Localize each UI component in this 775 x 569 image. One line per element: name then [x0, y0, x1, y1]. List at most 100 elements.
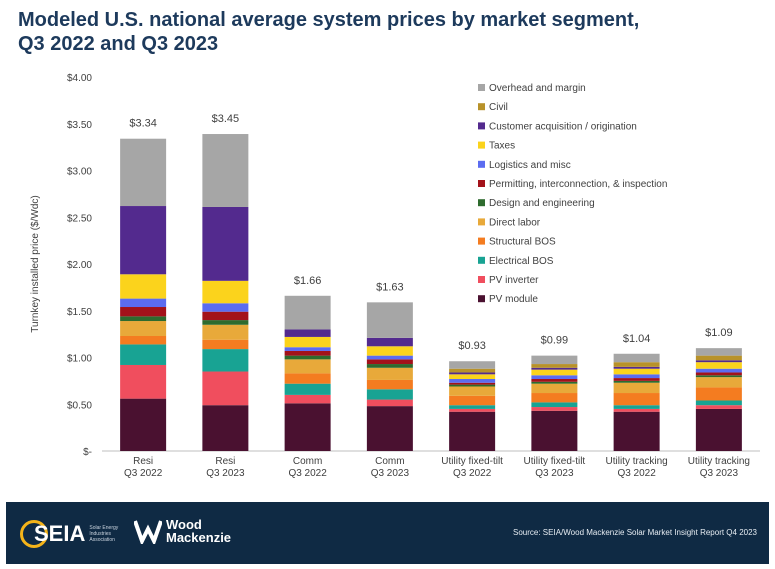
legend-label: PV module: [489, 294, 538, 305]
x-tick-label-period: Q3 2023: [206, 468, 245, 479]
y-tick-label: $3.00: [67, 167, 92, 178]
bar-segment-civil: [695, 355, 742, 361]
bar-segment-permitting-interconnection-inspection: [120, 307, 167, 317]
bar-segment-direct-labor: [695, 377, 742, 388]
bar-segment-design-and-engineering: [531, 381, 578, 384]
bar-segment-pv-inverter: [366, 399, 413, 407]
bar-segment-structural-bos: [695, 387, 742, 401]
bar-segment-permitting-interconnection-inspection: [449, 382, 496, 385]
seia-sun-icon: [20, 520, 48, 548]
legend-swatch: [478, 141, 485, 149]
bar-segment-overhead-and-margin: [202, 134, 249, 207]
stacked-bar-chart: $- $0.50 $1.00 $1.50 $2.00 $2.50 $3.00 $3.50 $4.…: [30, 73, 760, 479]
bar-segment-structural-bos: [120, 335, 167, 345]
total-label: $1.04: [623, 333, 651, 345]
bar-segment-pv-module: [366, 406, 413, 451]
y-tick-label: $2.00: [67, 260, 92, 271]
bar-segment-overhead-and-margin: [613, 353, 660, 363]
y-tick-label: $4.00: [67, 73, 92, 84]
legend-label: Direct labor: [489, 217, 541, 228]
legend-label: PV inverter: [489, 275, 539, 286]
bar-segment-direct-labor: [284, 359, 331, 374]
x-tick-label-period: Q3 2023: [700, 468, 739, 479]
bar-segment-permitting-interconnection-inspection: [366, 359, 413, 365]
bar-segment-pv-inverter: [449, 408, 496, 412]
bar-segment-customer-acquisition-origination: [531, 367, 578, 370]
legend-swatch: [478, 199, 485, 207]
bar-segment-design-and-engineering: [120, 316, 167, 322]
wood-mackenzie-logo: Wood Mackenzie: [134, 518, 231, 544]
bar-segment-civil: [531, 364, 578, 368]
bar-segment-electrical-bos: [449, 405, 496, 409]
bar-segment-customer-acquisition-origination: [695, 360, 742, 363]
total-label: $1.09: [705, 327, 733, 339]
seia-logo-subtext: Solar Energy Industries Association: [89, 525, 119, 543]
bar-segment-structural-bos: [284, 373, 331, 384]
x-tick-label-segment: Utility fixed-tilt: [441, 456, 503, 467]
source-note: Source: SEIA/Wood Mackenzie Solar Market…: [513, 528, 757, 537]
bar-segment-structural-bos: [202, 339, 249, 350]
bar-segment-taxes: [613, 368, 660, 375]
bar-segment-permitting-interconnection-inspection: [202, 311, 249, 321]
bar-segment-customer-acquisition-origination: [366, 337, 413, 347]
wood-mackenzie-line-1: Wood: [166, 517, 202, 532]
bar-segment-taxes: [202, 280, 249, 304]
bar-segment-permitting-interconnection-inspection: [531, 379, 578, 382]
legend-label: Permitting, interconnection, & inspectio…: [489, 179, 667, 190]
bar-segment-pv-module: [202, 405, 249, 451]
y-tick-label: $3.50: [67, 120, 92, 131]
legend-swatch: [478, 218, 485, 226]
bar-segment-pv-inverter: [284, 394, 331, 404]
bar-segment-design-and-engineering: [366, 364, 413, 368]
bar-segment-direct-labor: [531, 383, 578, 394]
bar-segment-taxes: [366, 346, 413, 356]
bar-segment-permitting-interconnection-inspection: [613, 378, 660, 381]
bar-segment-taxes: [449, 374, 496, 380]
wood-mackenzie-line-2: Mackenzie: [166, 530, 232, 545]
x-tick-label-segment: Resi: [215, 456, 235, 467]
chart-title-line-2: Q3 2022 and Q3 2023: [18, 33, 219, 55]
legend-swatch: [478, 237, 485, 245]
total-label: $0.99: [541, 335, 569, 347]
legend-swatch: [478, 122, 485, 130]
legend-swatch: [478, 256, 485, 264]
bar-segment-structural-bos: [531, 393, 578, 403]
bar-segment-design-and-engineering: [695, 375, 742, 378]
legend-label: Customer acquisition / origination: [489, 121, 637, 132]
bar-segment-electrical-bos: [366, 389, 413, 400]
bar-segment-logistics-and-misc: [613, 374, 660, 379]
bar-segment-direct-labor: [366, 367, 413, 380]
bar-segment-permitting-interconnection-inspection: [695, 372, 742, 376]
legend-label: Electrical BOS: [489, 256, 554, 267]
bar-segment-logistics-and-misc: [202, 303, 249, 312]
bar-segment-customer-acquisition-origination: [613, 366, 660, 369]
bar-segment-taxes: [695, 362, 742, 369]
total-label: $1.66: [294, 275, 322, 287]
bar-segment-direct-labor: [120, 321, 167, 336]
bar-segment-pv-module: [695, 408, 742, 451]
bar-segment-electrical-bos: [120, 344, 167, 365]
bar-segment-customer-acquisition-origination: [202, 206, 249, 281]
total-label: $1.63: [376, 281, 404, 293]
legend-swatch: [478, 160, 485, 168]
bar-segment-pv-module: [531, 410, 578, 451]
bar-segment-taxes: [120, 274, 167, 299]
x-tick-label-segment: Utility tracking: [688, 456, 750, 467]
bar-segment-overhead-and-margin: [449, 361, 496, 369]
bar-segment-direct-labor: [449, 386, 496, 396]
bar-segment-customer-acquisition-origination: [284, 329, 331, 337]
bar-segment-pv-inverter: [202, 371, 249, 406]
legend-label: Taxes: [489, 141, 515, 152]
legend-swatch: [478, 295, 485, 303]
bar-segment-logistics-and-misc: [120, 298, 167, 308]
bar-segment-permitting-interconnection-inspection: [284, 350, 331, 356]
bar-segment-electrical-bos: [202, 349, 249, 372]
legend-swatch: [478, 180, 485, 187]
bar-segment-pv-module: [449, 411, 496, 451]
legend-label: Logistics and misc: [489, 160, 571, 171]
x-tick-label-period: Q3 2022: [617, 468, 656, 479]
x-tick-label-period: Q3 2023: [371, 468, 410, 479]
bar-segment-civil: [449, 368, 496, 373]
x-tick-label-segment: Utility fixed-tilt: [524, 456, 586, 467]
y-tick-label: $1.00: [67, 354, 92, 365]
